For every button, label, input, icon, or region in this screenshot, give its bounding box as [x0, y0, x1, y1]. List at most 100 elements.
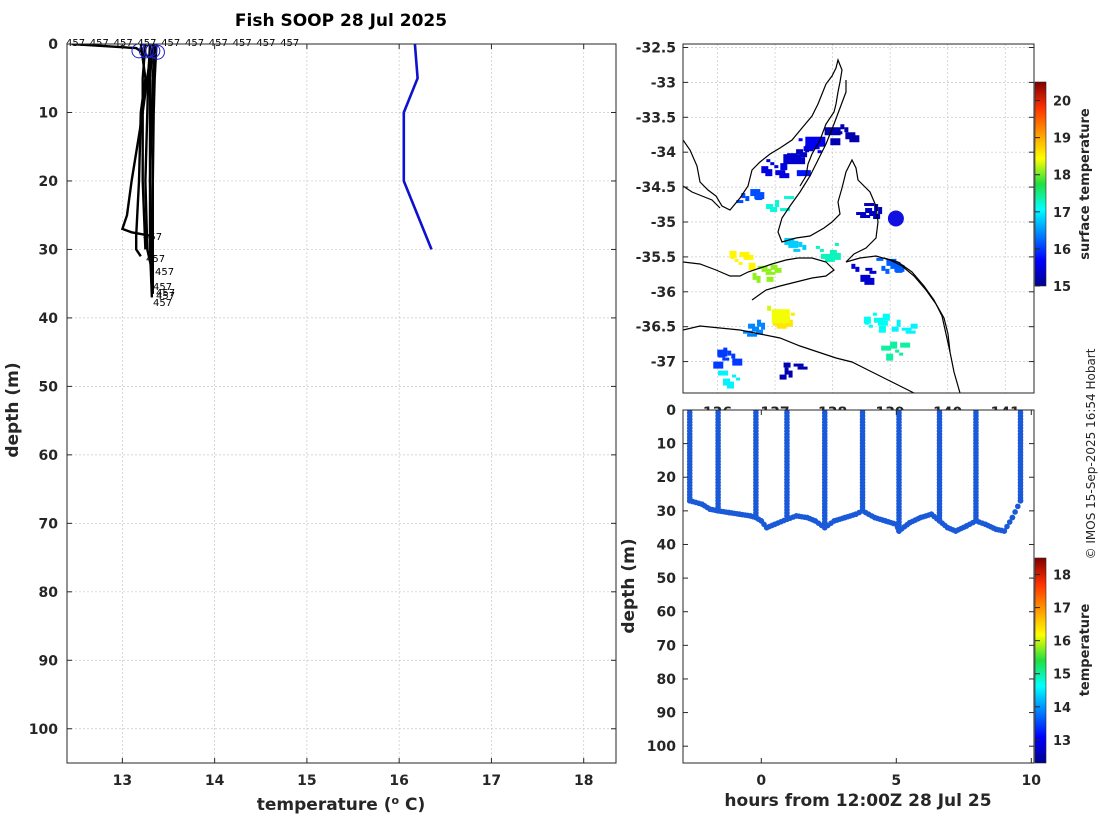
section-point [1009, 514, 1016, 521]
sst-cell [844, 127, 849, 133]
sst-cell [829, 249, 837, 257]
sst-cell [780, 208, 791, 212]
section-points [686, 410, 1024, 534]
profile-plot: 457 457 457 457 457 457 457 457 457 457 457457457… [3, 11, 617, 815]
y-tick-label: 40 [39, 311, 59, 327]
sst-cell [851, 263, 856, 269]
surface-marker [142, 44, 158, 57]
sst-cell [780, 163, 788, 171]
sst-cell [767, 305, 772, 311]
sst-cell [779, 173, 790, 179]
y-tick-label: 20 [39, 174, 59, 190]
y-tick-label: 90 [39, 653, 59, 669]
sst-cell [886, 258, 897, 266]
sst-cell [856, 212, 867, 216]
sst-cell [783, 362, 791, 368]
current-position-marker [887, 210, 904, 227]
sst-cell [910, 323, 918, 329]
sst-cell [766, 276, 774, 282]
section-point [1001, 528, 1008, 534]
sst-cell [755, 197, 763, 201]
series-line-profile-2 [134, 44, 147, 257]
lat-tick-label: -35.5 [636, 250, 676, 266]
profile-y-axis-label: depth (m) [3, 362, 23, 457]
sst-cell [830, 138, 841, 146]
lat-tick-label: -36.5 [636, 320, 676, 336]
sst-colorbar-label: surface temperature [1078, 108, 1093, 260]
sst-cell [731, 353, 736, 359]
sst-cell [873, 214, 881, 220]
sst-cell [801, 157, 806, 165]
profile-id-label: 457 [143, 232, 162, 243]
profile-x-axis-label: temperature (o C) [257, 794, 426, 815]
sst-cell [770, 162, 775, 166]
sst-cell [748, 262, 756, 270]
sst-cell [877, 320, 888, 326]
sst-cell [798, 138, 803, 142]
sst-cell [895, 349, 900, 353]
y-tick-label: 80 [39, 585, 59, 601]
chart-title: Fish SOOP 28 Jul 2025 [235, 11, 447, 31]
sst-cell [752, 326, 760, 332]
section-point [1012, 509, 1018, 515]
sst-cell [774, 267, 782, 273]
sst-cell [738, 261, 743, 265]
map-lat-ticks: -32.5 -33 -33.5 -34 -34.5 -35 -35.5 -36 -36.5 -37 [636, 40, 1034, 371]
sst-cell [761, 166, 769, 174]
sst-cell [805, 145, 810, 153]
sst-cell [860, 215, 871, 219]
temperature-colorbar-ticks: 13 14 15 16 17 18 [1035, 569, 1071, 749]
lat-tick-label: -35 [651, 215, 676, 231]
section-x-tick-label: 0 [756, 773, 766, 789]
kangaroo-island-coast [683, 257, 835, 301]
western-coast [683, 185, 721, 209]
sst-cell [756, 329, 764, 335]
temperature-colorbar-tick-label: 18 [1053, 569, 1071, 584]
sst-cell [868, 324, 873, 328]
x-tick-label: 13 [113, 773, 132, 789]
sst-cell [878, 325, 886, 333]
sst-cell [788, 370, 793, 378]
sst-cell [775, 200, 780, 208]
sst-colorbar-tick-label: 16 [1053, 243, 1071, 258]
sst-cell [855, 266, 860, 272]
sst-cell [890, 341, 898, 349]
sst-cell [718, 354, 726, 358]
sst-cell [761, 268, 772, 272]
sst-cell [905, 330, 916, 334]
lat-tick-label: -34 [651, 145, 677, 161]
series-line-climatology [402, 44, 433, 250]
sst-cell [796, 149, 804, 155]
profile-id-label: 457 [153, 298, 172, 309]
yorke-peninsula-coast [777, 80, 879, 263]
sst-cell [872, 312, 877, 316]
profile-x-ticks: 13 14 15 16 17 18 [113, 44, 593, 789]
sst-colorbar-tick-label: 20 [1053, 95, 1071, 110]
sst-cell [886, 353, 894, 361]
sst-cell [765, 169, 773, 177]
sst-cell [774, 165, 779, 169]
section-y-axis-label: depth (m) [619, 538, 639, 633]
sst-colorbar-tick-label: 19 [1053, 132, 1071, 147]
x-tick-label: 15 [297, 773, 316, 789]
sst-cell [824, 127, 841, 136]
sst-cell [752, 272, 757, 280]
temperature-colorbar-tick-label: 15 [1053, 668, 1071, 683]
sst-cell [805, 136, 826, 147]
y-tick-label: 60 [39, 448, 59, 464]
sst-cell [766, 204, 774, 210]
profile-lines [71, 44, 433, 298]
section-y-ticks: 0 10 20 30 40 50 60 70 80 90 100 [647, 403, 1034, 755]
sst-colorbar-tick-label: 15 [1053, 280, 1071, 295]
sst-cell [770, 264, 778, 270]
section-x-axis-label: hours from 12:00Z 28 Jul 25 [724, 791, 991, 811]
sst-cell [779, 374, 787, 380]
sst-cell [864, 321, 869, 325]
lat-tick-label: -34.5 [636, 180, 676, 196]
lat-tick-label: -37 [651, 355, 676, 371]
sst-cell [722, 357, 730, 361]
sst-cell [748, 323, 756, 329]
section-plot-area [683, 410, 1034, 763]
section-x-tick-label: 5 [891, 773, 901, 789]
y-tick-label: 30 [39, 242, 59, 258]
